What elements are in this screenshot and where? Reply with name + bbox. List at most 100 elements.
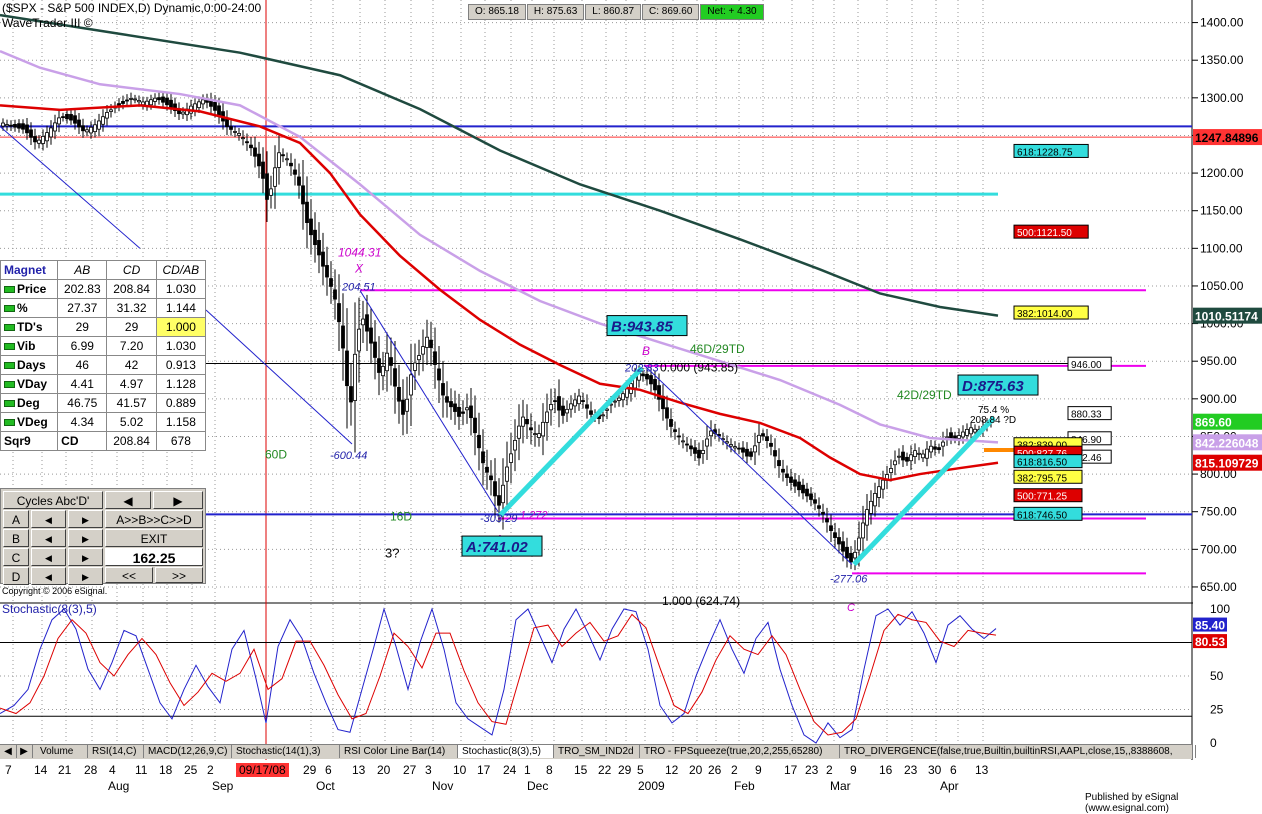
fib-box [1013, 506, 1083, 521]
cycle-row-right-button[interactable]: ▶ [68, 567, 103, 585]
tab-indicator[interactable]: TRO - FPSqueeze(true,20,2,255,65280) [640, 745, 840, 758]
magnet-row-label[interactable]: Deg [0, 393, 59, 413]
magnet-row-label[interactable]: TD's [0, 317, 59, 337]
chart-annotation: 16D [390, 510, 412, 524]
cycle-row-right-button[interactable]: ▶ [68, 510, 103, 528]
candle-body [573, 399, 577, 407]
toggle-icon[interactable] [4, 286, 15, 294]
tab-indicator[interactable]: RSI Color Line Bar(14) [340, 745, 458, 758]
cycle-row-right-button[interactable]: ▶ [68, 548, 103, 566]
stochastic-k-line [0, 607, 997, 744]
toggle-icon[interactable] [4, 343, 15, 351]
cycles-forward-button[interactable]: >> [155, 567, 203, 583]
tab-indicator[interactable]: TRO_SM_IND2d [554, 745, 640, 758]
magnet-cell: 29 [106, 317, 157, 337]
candle-body [893, 460, 897, 466]
toggle-icon[interactable] [4, 362, 15, 370]
tab-indicator[interactable]: Volume [36, 745, 88, 758]
magnet-row-label[interactable]: VDeg [0, 412, 59, 432]
cycles-prev-button[interactable]: ◀ [105, 491, 151, 509]
tab-indicator[interactable]: MACD(12,26,9,C) [144, 745, 232, 758]
candle-body [809, 493, 813, 500]
candle-body [373, 341, 377, 358]
magnet-cell: 6.99 [57, 336, 108, 356]
candle-body [277, 152, 281, 168]
price-tick-label: 650.00 [1200, 580, 1237, 594]
fib-box-label: 500:1121.50 [1017, 228, 1072, 239]
candle-body [245, 141, 249, 144]
candle-body [397, 386, 401, 402]
chart-annotation: -600.44 [330, 450, 367, 462]
toggle-icon[interactable] [4, 400, 15, 408]
toggle-icon[interactable] [4, 305, 15, 313]
candle-body [393, 368, 397, 387]
candle-body [65, 113, 69, 120]
date-tick-label: 26 [708, 763, 722, 777]
cycle-row-right-button[interactable]: ▶ [68, 529, 103, 547]
candle-body [341, 325, 345, 349]
candle-body [73, 115, 77, 124]
candle-body [1, 122, 5, 127]
candle-body [793, 479, 797, 487]
cycle-row-left-button[interactable]: ◀ [31, 567, 66, 585]
magnet-row-label[interactable]: VDay [0, 374, 59, 394]
price-badge [1193, 129, 1262, 146]
cycles-next-button[interactable]: ▶ [153, 491, 203, 509]
candle-body [153, 97, 157, 102]
candle-body [789, 476, 793, 483]
candle-body [833, 532, 837, 538]
cycles-sequence-button[interactable]: A>>B>>C>>D [105, 510, 203, 528]
candles [1, 91, 993, 571]
cycles-exit-button[interactable]: EXIT [105, 529, 203, 547]
candle-body [453, 403, 457, 412]
candle-body [577, 395, 581, 405]
candle-body [445, 396, 449, 403]
cycles-rewind-button[interactable]: << [105, 567, 153, 583]
trend-line [498, 366, 644, 518]
stochastic-badge [1193, 617, 1227, 632]
tab-scroll-left[interactable]: ◀ [0, 745, 17, 758]
candle-body [665, 407, 669, 419]
candle-body [493, 481, 497, 497]
fib-box-label: 382:1014.00 [1017, 309, 1073, 320]
candle-body [797, 481, 801, 491]
toggle-icon[interactable] [4, 381, 15, 389]
cycle-row-left-button[interactable]: ◀ [31, 510, 66, 528]
price-tick-label: 1200.00 [1200, 166, 1244, 180]
cycle-row-left-button[interactable]: ◀ [31, 529, 66, 547]
tab-indicator[interactable]: TRO_DIVERGENCE(false,true,Builtin,builti… [840, 745, 1196, 758]
indicator-tabs: ◀ ▶ Volume RSI(14,C) MACD(12,26,9,C) Stocha… [0, 744, 1196, 759]
chart-annotation: 1.000 (624.74) [662, 594, 740, 608]
tab-indicator[interactable]: Stochastic(14(1),3) [232, 745, 340, 758]
published-by: Published by eSignal (www.esignal.com) [1085, 792, 1179, 814]
tab-indicator[interactable]: Stochastic(8(3),5) [458, 745, 554, 758]
tab-scroll-right[interactable]: ▶ [16, 745, 33, 758]
magnet-cell: 0.889 [155, 393, 207, 413]
candle-body [921, 453, 925, 459]
date-tick-label: 23 [904, 763, 918, 777]
magnet-row-label[interactable]: % [0, 298, 59, 318]
candle-body [565, 408, 569, 414]
toggle-icon[interactable] [4, 419, 15, 427]
toggle-icon[interactable] [4, 324, 15, 332]
candle-body [433, 351, 437, 365]
candle-body [345, 350, 349, 387]
magnet-cell: 1.030 [155, 336, 207, 356]
fib-box [1013, 224, 1089, 239]
magnet-row-label[interactable]: Price [0, 279, 59, 299]
candle-body [477, 434, 481, 449]
price-tick-label: 1100.00 [1200, 241, 1243, 255]
trend-line [852, 415, 996, 567]
month-tick-label: Oct [316, 779, 335, 793]
candle-body [549, 404, 553, 411]
tab-indicator[interactable]: RSI(14,C) [88, 745, 144, 758]
magnet-row-label[interactable]: Vib [0, 336, 59, 356]
candle-body [529, 427, 533, 431]
magnet-row-label[interactable]: Days [0, 355, 59, 375]
cycle-row-left-button[interactable]: ◀ [31, 548, 66, 566]
candle-body [9, 124, 13, 127]
wave-label-box [461, 535, 543, 557]
candle-body [125, 99, 129, 102]
fib-box [1013, 305, 1089, 320]
